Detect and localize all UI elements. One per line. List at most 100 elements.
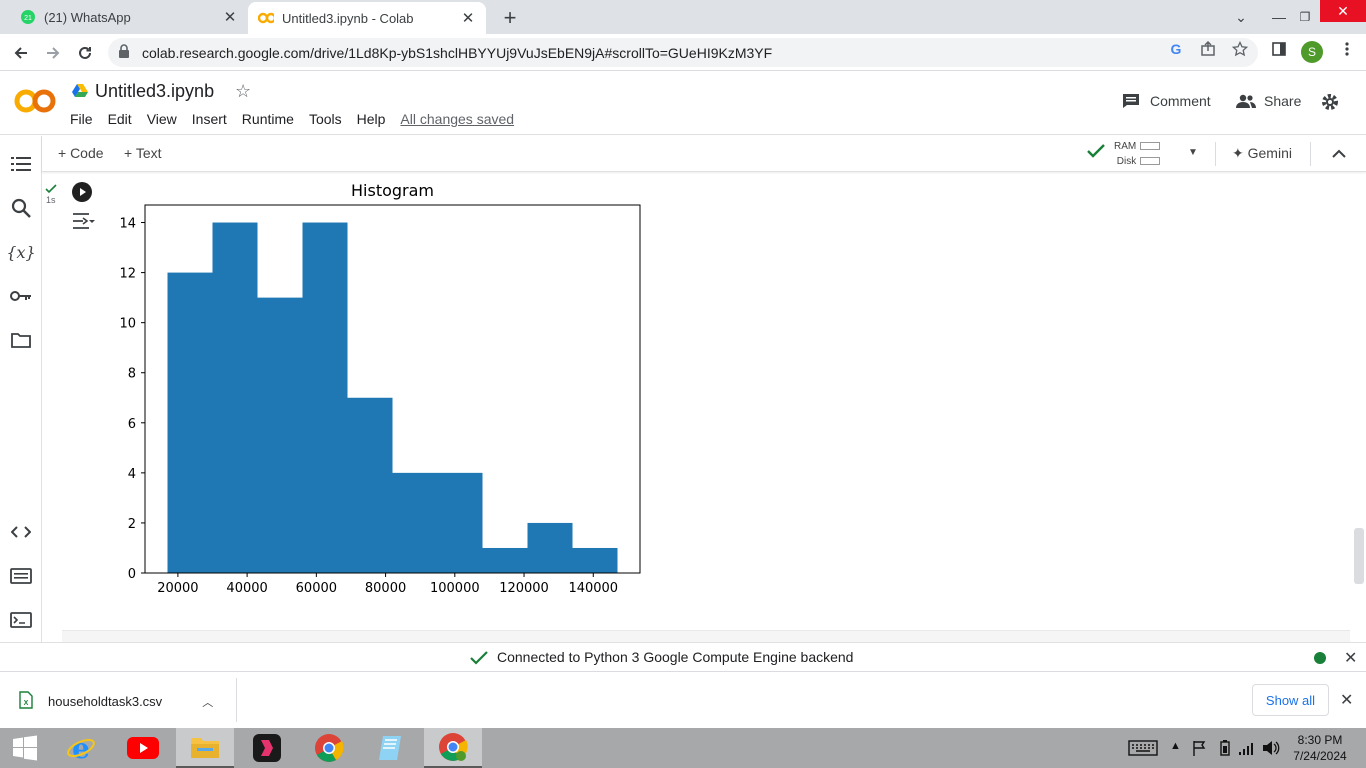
y-tick-label: 0: [128, 567, 136, 582]
close-tab-icon[interactable]: ✕: [223, 9, 237, 26]
search-icon[interactable]: [9, 196, 33, 220]
system-clock[interactable]: 8:30 PM 7/24/2024: [1290, 732, 1350, 764]
media-app-icon[interactable]: [238, 728, 296, 768]
x-tick-label: 80000: [365, 581, 406, 596]
chart-title: Histogram: [351, 181, 434, 200]
secrets-key-icon[interactable]: [9, 284, 33, 308]
svg-text:G: G: [1171, 41, 1182, 57]
star-icon[interactable]: ☆: [235, 81, 252, 101]
keyboard-icon[interactable]: [1128, 740, 1158, 759]
menu-bar: File Edit View Insert Runtime Tools Help…: [70, 111, 529, 127]
sparkle-icon: ✦: [1232, 145, 1244, 161]
files-folder-icon[interactable]: [9, 328, 33, 352]
chrome-profile-icon[interactable]: [424, 728, 482, 768]
save-status[interactable]: All changes saved: [400, 111, 515, 127]
vertical-scrollbar[interactable]: [1354, 528, 1364, 584]
colab-favicon-icon: [258, 10, 274, 26]
menu-help[interactable]: Help: [356, 111, 386, 127]
tab-title: Untitled3.ipynb - Colab: [282, 10, 414, 26]
svg-text:X: X: [24, 700, 29, 707]
tray-chevron-icon[interactable]: ▲: [1170, 740, 1181, 752]
restore-button[interactable]: ❐: [1299, 10, 1311, 24]
x-tick-label: 140000: [568, 581, 618, 596]
notes-app-icon[interactable]: [362, 728, 420, 768]
collapse-header-icon[interactable]: [1332, 146, 1346, 164]
minimize-button[interactable]: —: [1272, 9, 1286, 25]
chrome-icon[interactable]: [300, 728, 358, 768]
menu-file[interactable]: File: [70, 111, 93, 127]
resource-monitor[interactable]: RAM Disk: [1114, 139, 1161, 169]
battery-icon[interactable]: [1220, 740, 1230, 759]
tab-colab[interactable]: Untitled3.ipynb - Colab ✕: [248, 2, 486, 34]
execution-success-icon: [45, 181, 57, 199]
lock-icon: [118, 44, 130, 61]
url-text: colab.research.google.com/drive/1Ld8Kp-y…: [142, 44, 773, 61]
add-code-button[interactable]: + Code: [58, 145, 104, 161]
run-cell-button[interactable]: [72, 182, 92, 202]
profile-avatar[interactable]: S: [1301, 41, 1323, 63]
gemini-button[interactable]: ✦ Gemini: [1232, 145, 1292, 161]
menu-edit[interactable]: Edit: [107, 111, 132, 127]
share-button[interactable]: Share: [1236, 93, 1301, 109]
x-tick-label: 20000: [157, 581, 198, 596]
x-tick-label: 120000: [499, 581, 549, 596]
forward-button[interactable]: [40, 40, 66, 66]
left-sidebar: {x}: [0, 136, 42, 642]
clock-time: 8:30 PM: [1297, 733, 1343, 747]
share-page-icon[interactable]: [1199, 40, 1217, 58]
close-downloads-icon[interactable]: ✕: [1340, 692, 1354, 709]
menu-kebab-icon[interactable]: [1338, 40, 1356, 58]
flag-icon[interactable]: [1192, 740, 1206, 759]
google-icon[interactable]: G: [1167, 40, 1185, 58]
close-status-icon[interactable]: ✕: [1344, 650, 1358, 667]
close-tab-icon[interactable]: ✕: [461, 10, 475, 27]
command-palette-icon[interactable]: [9, 564, 33, 588]
settings-gear-icon[interactable]: [1321, 93, 1339, 111]
volume-icon[interactable]: [1262, 740, 1280, 759]
status-text: Connected to Python 3 Google Compute Eng…: [497, 649, 854, 665]
download-shelf: X householdtask3.csv ︿ Show all ✕: [0, 671, 1366, 728]
address-bar[interactable]: colab.research.google.com/drive/1Ld8Kp-y…: [108, 38, 1258, 67]
histogram-bar: [527, 522, 573, 573]
output-options-icon[interactable]: [72, 212, 96, 235]
comment-button[interactable]: Comment: [1122, 93, 1211, 109]
histogram-bar: [212, 222, 258, 573]
status-check-icon: [470, 651, 488, 670]
code-snippets-icon[interactable]: [9, 520, 33, 544]
histogram-bar: [392, 472, 438, 573]
histogram-chart: Histogram 20000 40000 60000 80000 100000 12000…: [119, 181, 641, 596]
runtime-dropdown-icon[interactable]: ▼: [1188, 147, 1198, 158]
tab-search-icon[interactable]: ⌄: [1235, 8, 1247, 25]
menu-insert[interactable]: Insert: [191, 111, 227, 127]
colab-logo-icon[interactable]: [14, 87, 56, 120]
windows-start-icon[interactable]: [0, 728, 50, 768]
terminal-icon[interactable]: [9, 608, 33, 632]
add-text-button[interactable]: + Text: [124, 145, 162, 161]
tab-title: (21) WhatsApp: [44, 9, 131, 25]
reload-button[interactable]: [72, 40, 98, 66]
back-button[interactable]: [8, 40, 34, 66]
menu-tools[interactable]: Tools: [308, 111, 342, 127]
clock-date: 7/24/2024: [1293, 749, 1347, 763]
side-panel-icon[interactable]: [1270, 40, 1288, 58]
internet-explorer-icon[interactable]: e: [52, 728, 110, 768]
notebook-title[interactable]: Untitled3.ipynb: [95, 81, 215, 101]
close-window-button[interactable]: ✕: [1320, 0, 1366, 22]
new-tab-button[interactable]: +: [503, 5, 517, 30]
youtube-icon[interactable]: [114, 728, 172, 768]
toolbar-divider: [1310, 142, 1311, 166]
bookmark-star-icon[interactable]: [1231, 40, 1249, 58]
menu-runtime[interactable]: Runtime: [241, 111, 294, 127]
network-signal-icon[interactable]: [1238, 740, 1256, 759]
tab-whatsapp[interactable]: 21 (21) WhatsApp ✕: [8, 0, 248, 34]
file-explorer-icon[interactable]: [176, 728, 234, 768]
download-item[interactable]: X householdtask3.csv ︿: [18, 691, 213, 712]
menu-view[interactable]: View: [146, 111, 177, 127]
table-of-contents-icon[interactable]: [9, 152, 33, 176]
csv-file-icon: X: [18, 691, 34, 712]
connection-status-dot: [1314, 652, 1326, 664]
execution-time: 1s: [46, 195, 56, 205]
variables-icon[interactable]: {x}: [6, 242, 36, 262]
chevron-up-icon[interactable]: ︿: [202, 696, 214, 709]
show-all-button[interactable]: Show all: [1252, 684, 1329, 716]
